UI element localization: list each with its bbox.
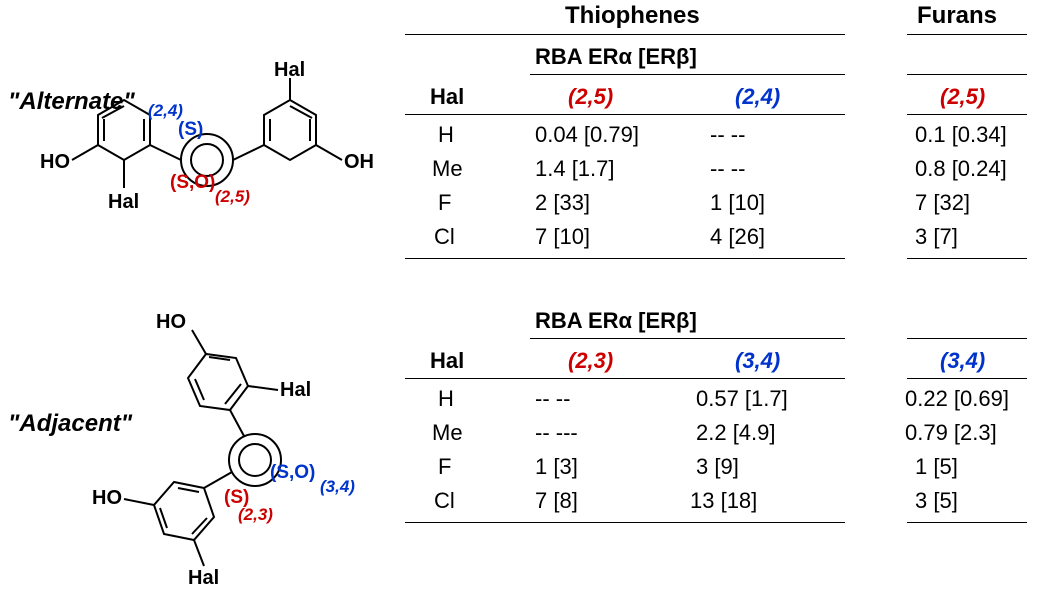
so-label-2: (S,O) xyxy=(270,462,315,483)
p25-label: (2,5) xyxy=(215,187,250,206)
rule xyxy=(405,378,845,379)
hal-label-4: Hal xyxy=(188,567,219,589)
rule xyxy=(907,34,1027,35)
rule xyxy=(907,338,1027,339)
diagrams-column: "Alternate" HO OH xyxy=(0,0,400,593)
hal-label-3: Hal xyxy=(280,379,311,401)
col-b-1: (2,4) xyxy=(735,84,780,110)
ho-label-2: HO xyxy=(156,311,186,333)
rule xyxy=(907,378,1027,379)
hal-label-1: Hal xyxy=(108,191,139,213)
rule xyxy=(405,258,845,259)
rule xyxy=(405,522,845,523)
rule xyxy=(405,34,845,35)
rule xyxy=(405,114,845,115)
hal-header-1: Hal xyxy=(430,84,464,110)
furans-header: Furans xyxy=(917,2,997,30)
ho-label: HO xyxy=(40,151,70,173)
col-b-2: (3,4) xyxy=(735,348,780,374)
col-c-1: (2,5) xyxy=(940,84,985,110)
col-a-2: (2,3) xyxy=(568,348,613,374)
hal-header-2: Hal xyxy=(430,348,464,374)
so-label: (S,O) xyxy=(170,172,215,193)
tables-column: Thiophenes Furans RBA ERα [ERβ] Hal (2,5… xyxy=(400,0,1050,593)
rule xyxy=(530,74,845,75)
s-label: (S) xyxy=(178,119,203,140)
rba-header-1: RBA ERα [ERβ] xyxy=(535,44,697,70)
adjacent-structure: HO HO Hal Hal (S,O) (S) (3,4) (2,3) xyxy=(0,300,400,600)
col-c-2: (3,4) xyxy=(940,348,985,374)
rule xyxy=(907,258,1027,259)
rba-header-2: RBA ERα [ERβ] xyxy=(535,308,697,334)
rule xyxy=(530,338,845,339)
p24-label: (2,4) xyxy=(148,101,183,120)
oh-label: OH xyxy=(344,151,374,173)
col-a-1: (2,5) xyxy=(568,84,613,110)
alternate-structure: HO OH Hal Hal (S) (S,O) (2,4) (2,5) xyxy=(0,50,400,280)
rule xyxy=(907,114,1027,115)
thiophenes-header: Thiophenes xyxy=(565,2,700,30)
hal-label-2: Hal xyxy=(274,59,305,81)
rule xyxy=(907,522,1027,523)
rule xyxy=(907,74,1027,75)
p34-label: (3,4) xyxy=(320,477,355,496)
p23-label: (2,3) xyxy=(238,505,273,524)
figure-root: "Alternate" HO OH xyxy=(0,0,1050,593)
ho-label-3: HO xyxy=(92,487,122,509)
